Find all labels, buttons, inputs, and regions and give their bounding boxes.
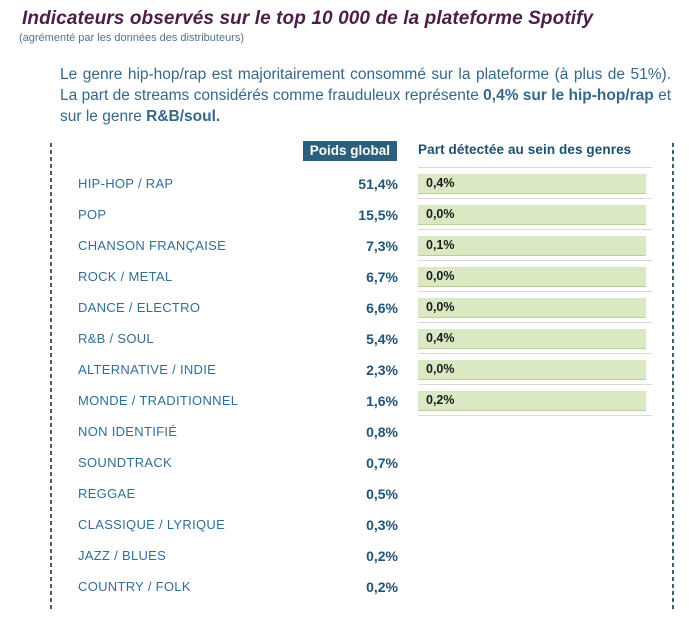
part-detectee-cell: 0,4%: [418, 323, 652, 354]
part-detectee-bar: 0,0%: [418, 359, 646, 380]
column-header-part-detectee: Part détectée au sein des genres: [418, 142, 632, 157]
genre-label: COUNTRY / FOLK: [78, 579, 191, 594]
part-detectee-cell: [418, 416, 646, 447]
table-row: CLASSIQUE / LYRIQUE 0,3%: [50, 509, 674, 540]
poids-global-value: 1,6%: [366, 392, 398, 409]
table-row: HIP-HOP / RAP 51,4% 0,4%: [50, 167, 674, 199]
table-row: R&B / SOUL 5,4% 0,4%: [50, 323, 674, 354]
poids-global-value: 6,6%: [366, 299, 398, 316]
intro-text-1: Le genre hip-hop/rap est majoritairement…: [60, 66, 671, 104]
part-detectee-bar: 0,4%: [418, 173, 646, 194]
genre-label: REGGAE: [78, 486, 136, 501]
part-detectee-value: 0,0%: [426, 269, 455, 283]
part-detectee-cell: [418, 540, 646, 571]
table-row: ALTERNATIVE / INDIE 2,3% 0,0%: [50, 354, 674, 385]
part-detectee-cell: [418, 478, 646, 509]
table-row: SOUNDTRACK 0,7%: [50, 447, 674, 478]
table-row: POP 15,5% 0,0%: [50, 199, 674, 230]
part-detectee-value: 0,0%: [426, 362, 455, 376]
table-row: REGGAE 0,5%: [50, 478, 674, 509]
part-detectee-cell: 0,0%: [418, 292, 652, 323]
intro-bold-2: R&B/soul.: [146, 108, 221, 125]
poids-global-value: 5,4%: [366, 330, 398, 347]
title-block: Indicateurs observés sur le top 10 000 d…: [0, 0, 689, 45]
poids-global-value: 0,3%: [366, 516, 398, 533]
part-detectee-value: 0,0%: [426, 207, 455, 221]
table-row: ROCK / METAL 6,7% 0,0%: [50, 261, 674, 292]
intro-text-2: et sur le genre: [60, 87, 672, 125]
poids-global-value: 6,7%: [366, 268, 398, 285]
genre-label: NON IDENTIFIÉ: [78, 424, 178, 439]
part-detectee-value: 0,2%: [426, 393, 455, 407]
table-row: MONDE / TRADITIONNEL 1,6% 0,2%: [50, 385, 674, 416]
part-detectee-bar: 0,2%: [418, 390, 646, 411]
part-detectee-cell: 0,4%: [418, 167, 652, 199]
part-detectee-value: 0,0%: [426, 300, 455, 314]
table-right-dashed-border: [672, 143, 674, 609]
part-detectee-bar: 0,4%: [418, 328, 646, 349]
poids-global-value: 0,7%: [366, 454, 398, 471]
poids-global-value: 51,4%: [358, 175, 398, 192]
table-row: JAZZ / BLUES 0,2%: [50, 540, 674, 571]
part-detectee-value: 0,4%: [426, 176, 455, 190]
genre-label: ROCK / METAL: [78, 269, 173, 284]
poids-global-value: 15,5%: [358, 206, 398, 223]
genre-label: POP: [78, 207, 107, 222]
table-row: COUNTRY / FOLK 0,2%: [50, 571, 674, 602]
genre-table: Poids global Part détectée au sein des g…: [50, 141, 674, 609]
poids-global-value: 0,2%: [366, 547, 398, 564]
genre-label: ALTERNATIVE / INDIE: [78, 362, 217, 377]
page-title: Indicateurs observés sur le top 10 000 d…: [22, 8, 594, 29]
genre-label: HIP-HOP / RAP: [78, 176, 174, 191]
poids-global-value: 0,5%: [366, 485, 398, 502]
part-detectee-bar: 0,0%: [418, 297, 646, 318]
genre-label: DANCE / ELECTRO: [78, 300, 201, 315]
genre-label: JAZZ / BLUES: [78, 548, 167, 563]
column-header-poids-global: Poids global: [302, 141, 397, 161]
poids-global-value: 0,2%: [366, 578, 398, 595]
genre-label: CHANSON FRANÇAISE: [78, 238, 227, 253]
poids-global-value: 2,3%: [366, 361, 398, 378]
part-detectee-value: 0,4%: [426, 331, 455, 345]
page-subtitle: (agrémenté par les données des distribut…: [19, 32, 245, 44]
part-detectee-bar: 0,0%: [418, 204, 646, 225]
part-detectee-cell: 0,0%: [418, 261, 652, 292]
intro-paragraph: Le genre hip-hop/rap est majoritairement…: [60, 64, 671, 127]
table-header-row: Poids global Part détectée au sein des g…: [50, 141, 674, 168]
table-row: CHANSON FRANÇAISE 7,3% 0,1%: [50, 230, 674, 261]
genre-label: SOUNDTRACK: [78, 455, 173, 470]
poids-global-value: 7,3%: [366, 237, 398, 254]
part-detectee-cell: 0,1%: [418, 230, 652, 261]
table-row: NON IDENTIFIÉ 0,8%: [50, 416, 674, 447]
part-detectee-bar: 0,0%: [418, 266, 646, 287]
genre-label: MONDE / TRADITIONNEL: [78, 393, 239, 408]
part-detectee-cell: 0,0%: [418, 354, 652, 385]
part-detectee-cell: [418, 509, 646, 540]
table-left-dashed-border: [50, 143, 52, 609]
part-detectee-cell: [418, 571, 646, 602]
genre-table-body: HIP-HOP / RAP 51,4% 0,4% POP 15,5% 0,0% …: [50, 167, 674, 602]
part-detectee-cell: 0,0%: [418, 199, 652, 230]
genre-label: CLASSIQUE / LYRIQUE: [78, 517, 226, 532]
part-detectee-bar: 0,1%: [418, 235, 646, 256]
part-detectee-cell: 0,2%: [418, 385, 652, 416]
part-detectee-value: 0,1%: [426, 238, 455, 252]
part-detectee-cell: [418, 447, 646, 478]
genre-label: R&B / SOUL: [78, 331, 154, 346]
intro-bold-1: 0,4% sur le hip-hop/rap: [483, 87, 654, 104]
table-row: DANCE / ELECTRO 6,6% 0,0%: [50, 292, 674, 323]
poids-global-value: 0,8%: [366, 423, 398, 440]
